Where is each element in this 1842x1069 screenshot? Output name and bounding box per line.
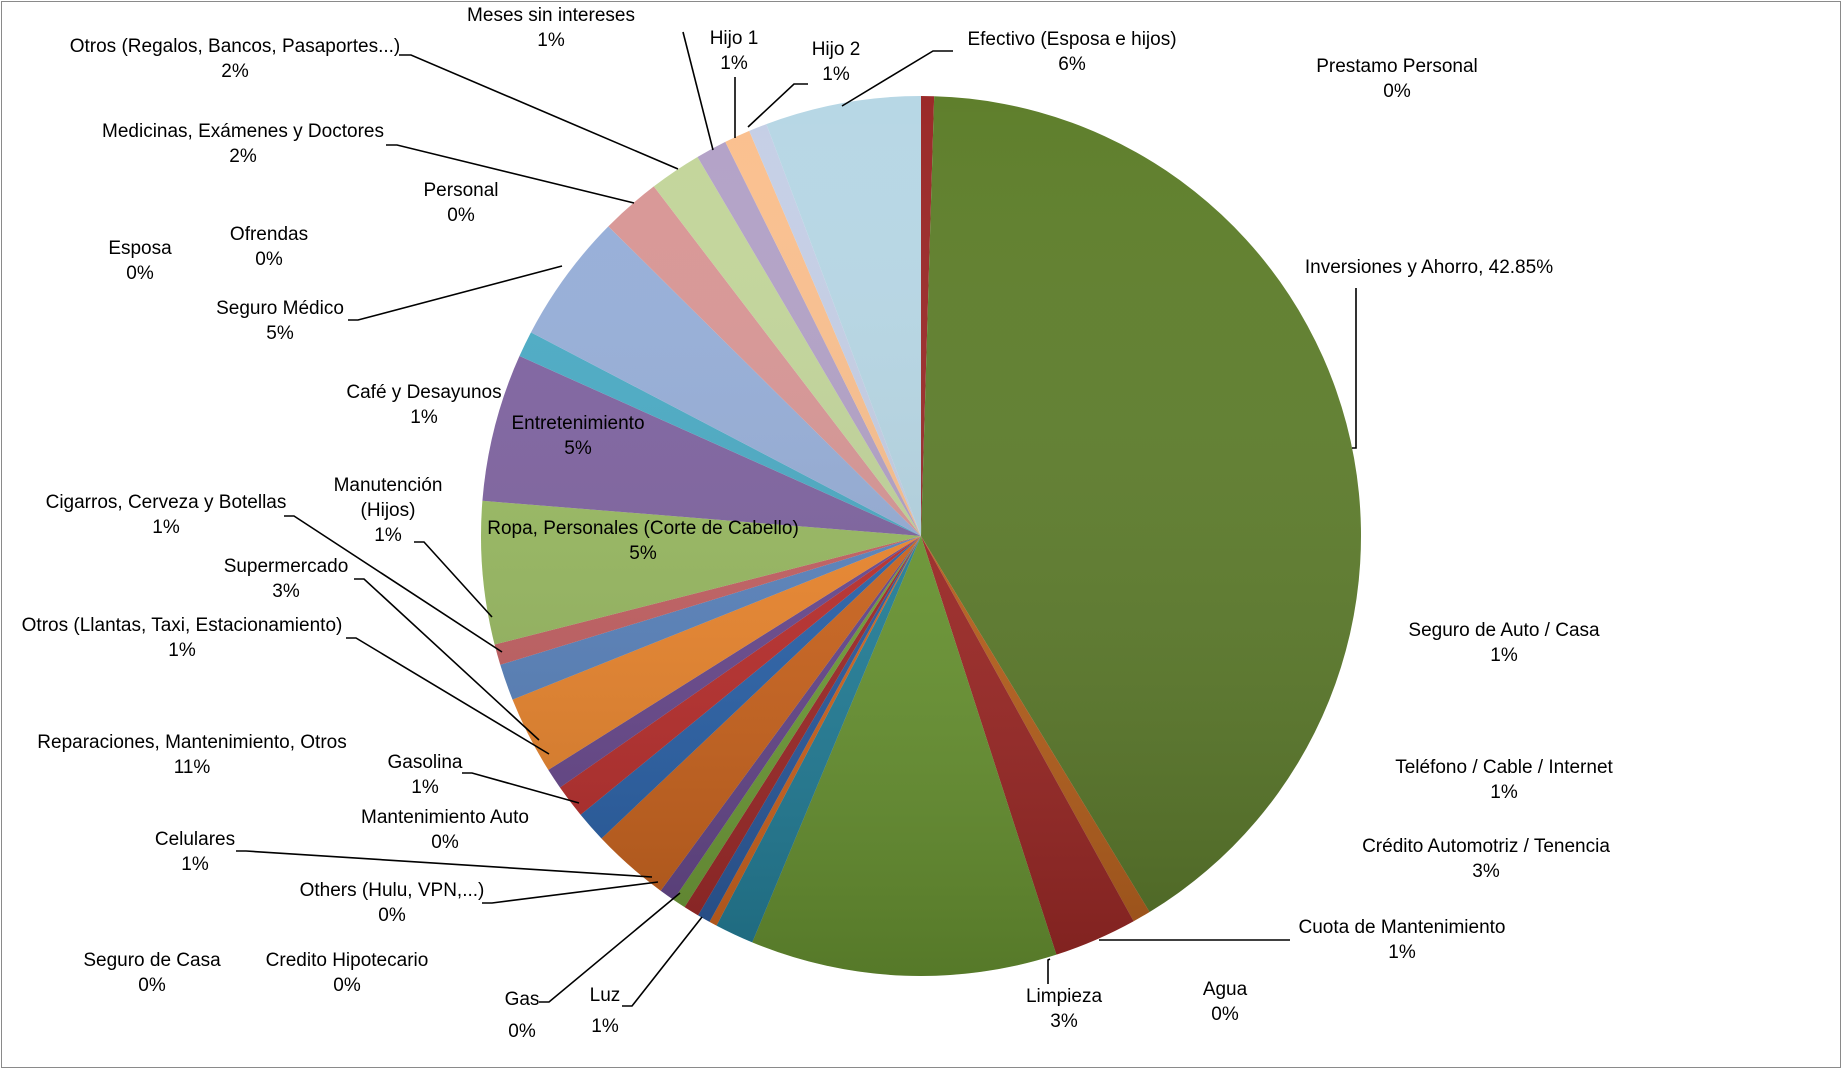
data-label-otros-regalos-bancos-pasaportes: Otros (Regalos, Bancos, Pasaportes...) 2%: [70, 36, 401, 82]
leader-line-limpieza: [1047, 958, 1051, 984]
data-label-luz: Luz 1%: [590, 985, 621, 1037]
data-label-agua: Agua 0%: [1203, 979, 1248, 1025]
data-label-supermercado: Supermercado 3%: [224, 556, 349, 602]
data-label-credito-automotriz-tenencia: Crédito Automotriz / Tenencia 3%: [1362, 836, 1610, 882]
leader-line-otros-regalos-bancos-pasaportes: [399, 54, 679, 170]
data-label-entretenimiento: Entretenimiento 5%: [511, 413, 644, 459]
leader-line-hijo-2: [747, 83, 808, 128]
leader-line-inversiones-y-ahorro: [1352, 288, 1357, 449]
data-label-efectivo-esposa-e-hijos: Efectivo (Esposa e hijos) 6%: [967, 29, 1176, 75]
data-label-celulares: Celulares 1%: [155, 829, 235, 875]
leader-line-gasolina: [462, 772, 580, 804]
data-label-manutencion-hijos: Manutención (Hijos) 1%: [334, 475, 443, 546]
data-label-otros-llantas-taxi-estacionamiento: Otros (Llantas, Taxi, Estacionamiento) 1%: [22, 615, 343, 661]
data-label-inversiones-y-ahorro: Inversiones y Ahorro, 42.85%: [1305, 257, 1553, 278]
data-label-others-hulu-vpn: Others (Hulu, VPN,...) 0%: [300, 880, 485, 926]
data-label-seguro-de-auto-casa: Seguro de Auto / Casa 1%: [1408, 620, 1600, 666]
leader-line-gas: [539, 892, 681, 1003]
leader-line-meses-sin-intereses: [682, 31, 714, 151]
pie-shading: [481, 96, 1361, 976]
data-label-cuota-de-mantenimiento: Cuota de Mantenimiento 1%: [1298, 917, 1505, 963]
data-label-cafe-y-desayunos: Café y Desayunos 1%: [346, 382, 501, 428]
leader-line-medicinas-examenes-y-doctores: [386, 144, 635, 204]
data-label-seguro-medico: Seguro Médico 5%: [216, 298, 344, 344]
data-label-hijo-1: Hijo 1 1%: [710, 28, 759, 74]
data-label-gasolina: Gasolina 1%: [388, 752, 463, 798]
data-label-esposa: Esposa 0%: [108, 238, 172, 284]
leader-line-efectivo-esposa-e-hijos: [841, 50, 953, 107]
data-label-ropa-personales-corte-de-cabello: Ropa, Personales (Corte de Cabello) 5%: [487, 518, 799, 564]
data-label-gas: Gas 0%: [505, 989, 540, 1042]
data-label-prestamo-personal: Prestamo Personal 0%: [1316, 56, 1478, 102]
leader-line-cigarros-cerveza-y-botellas: [284, 515, 503, 653]
leader-line-manutencion-hijos: [414, 541, 493, 618]
data-label-ofrendas: Ofrendas 0%: [230, 224, 308, 270]
leader-line-seguro-medico: [348, 265, 563, 321]
data-label-credito-hipotecario: Credito Hipotecario 0%: [266, 950, 429, 996]
leader-line-supermercado: [354, 578, 540, 741]
data-label-reparaciones-mantenimiento-otros: Reparaciones, Mantenimiento, Otros 11%: [37, 732, 346, 778]
data-label-hijo-2: Hijo 2 1%: [812, 39, 861, 85]
data-label-telefono-cable-internet: Teléfono / Cable / Internet 1%: [1395, 757, 1613, 803]
leader-line-luz: [622, 916, 703, 1007]
data-label-seguro-de-casa: Seguro de Casa 0%: [83, 950, 221, 996]
leader-line-celulares: [236, 850, 653, 878]
data-label-personal: Personal 0%: [424, 180, 499, 226]
data-label-meses-sin-intereses: Meses sin intereses 1%: [467, 5, 635, 51]
data-label-cigarros-cerveza-y-botellas: Cigarros, Cerveza y Botellas 1%: [46, 492, 287, 538]
data-label-mantenimiento-auto: Mantenimiento Auto 0%: [361, 807, 529, 853]
data-label-medicinas-examenes-y-doctores: Medicinas, Exámenes y Doctores 2%: [102, 121, 384, 167]
leader-line-others-hulu-vpn: [482, 881, 659, 904]
data-label-limpieza: Limpieza 3%: [1026, 986, 1102, 1032]
leader-line-otros-llantas-taxi-estacionamiento: [346, 637, 550, 755]
